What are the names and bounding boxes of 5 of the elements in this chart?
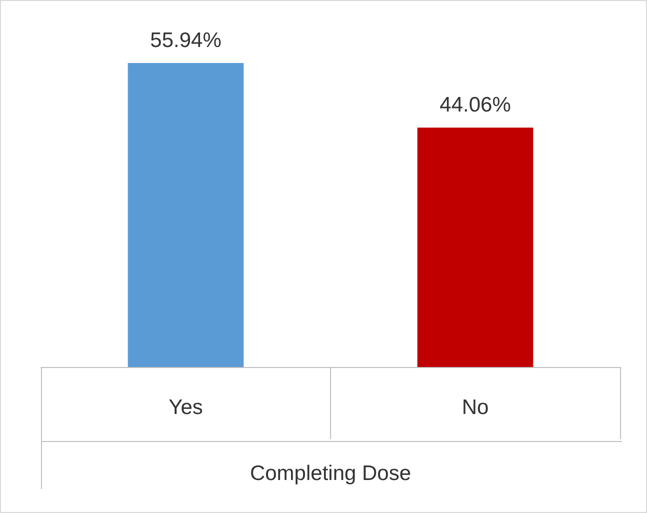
data-label: 55.94% — [150, 29, 222, 52]
x-axis-title: Completing Dose — [250, 462, 412, 485]
x-tick-label: Yes — [168, 396, 203, 419]
data-label: 44.06% — [440, 94, 511, 117]
x-tick-label: No — [462, 396, 489, 419]
